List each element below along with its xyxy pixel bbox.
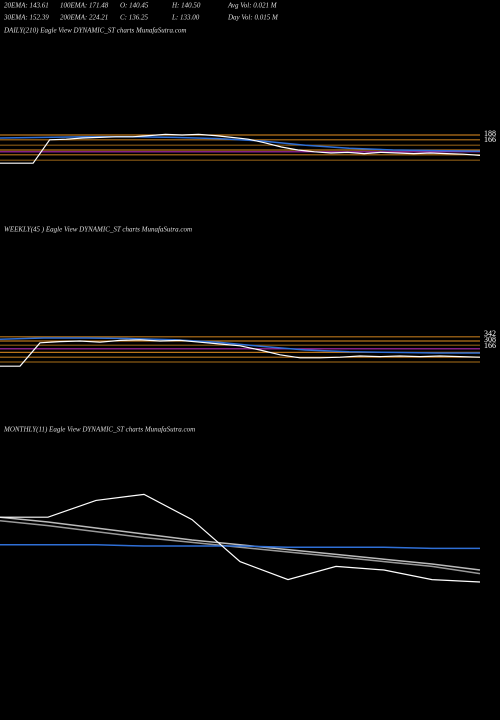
level-label: 308 — [484, 335, 496, 344]
header-stat: O: 140.45 — [120, 2, 149, 10]
header-stat: 30EMA: 152.39 — [3, 14, 49, 22]
panel-label: DAILY(210) Eagle View DYNAMIC_ST charts … — [3, 27, 186, 35]
price-line — [0, 516, 481, 571]
price-line — [0, 493, 481, 583]
level-label: 166 — [484, 135, 496, 144]
price-line — [0, 337, 480, 354]
panel-label: MONTHLY(11) Eagle View DYNAMIC_ST charts… — [3, 426, 195, 434]
panel-label: WEEKLY(45 ) Eagle View DYNAMIC_ST charts… — [4, 226, 192, 234]
header-stat: 200EMA: 224.21 — [60, 14, 108, 22]
price-line — [0, 544, 480, 550]
header-stat: C: 136.25 — [120, 14, 149, 22]
level-label: 188 — [484, 129, 496, 138]
header-stat: L: 133.00 — [171, 14, 200, 22]
level-label: 342 — [484, 329, 496, 338]
header-stat: H: 140.50 — [171, 2, 201, 10]
price-line — [0, 339, 481, 367]
header-stat: 20EMA: 143.61 — [4, 2, 49, 10]
price-line — [0, 133, 481, 164]
header-stat: 100EMA: 171.48 — [60, 2, 109, 10]
header-stat: Avg Vol: 0.021 M — [227, 2, 278, 10]
price-line — [0, 136, 481, 152]
header-stat: Day Vol: 0.015 M — [227, 14, 279, 22]
level-label: 166 — [484, 341, 496, 350]
price-line — [0, 520, 481, 575]
